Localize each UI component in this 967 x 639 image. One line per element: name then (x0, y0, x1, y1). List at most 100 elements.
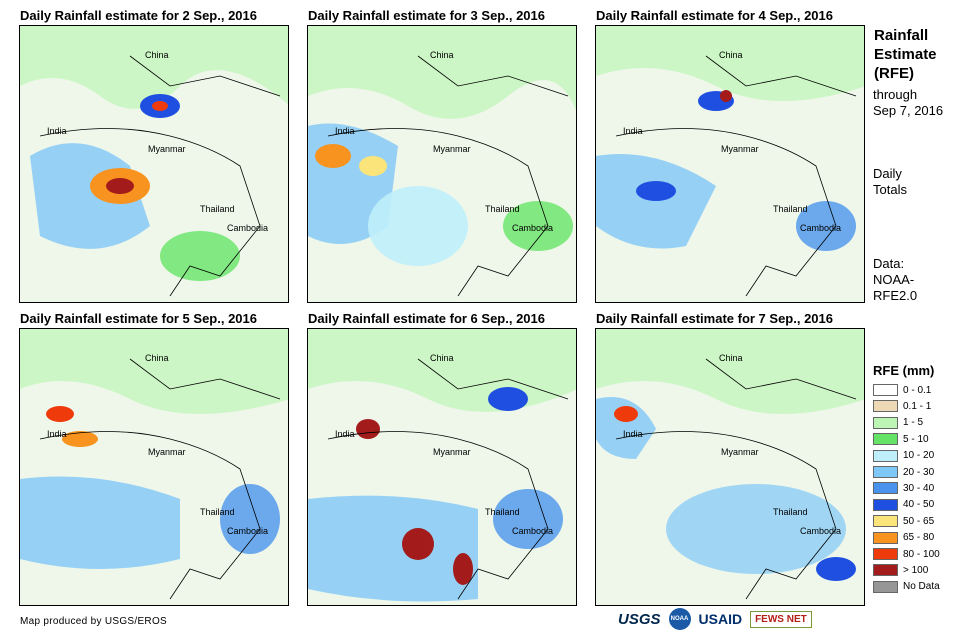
legend-row: 40 - 50 (873, 497, 934, 513)
label-india: India (623, 126, 643, 136)
sidebar-through: through Sep 7, 2016 (873, 87, 943, 119)
label-myanmar: Myanmar (721, 144, 759, 154)
legend-swatch (873, 482, 898, 495)
map-panel-sep-2: China India Myanmar Thailand Cambodia (19, 25, 289, 303)
label-myanmar: Myanmar (148, 144, 186, 154)
fewsnet-logo: FEWS NET (750, 610, 812, 628)
map-panel-sep-7: China India Myanmar Thailand Cambodia (595, 328, 865, 606)
label-india: India (335, 126, 355, 136)
legend-row: 1 - 5 (873, 415, 923, 431)
sidebar-daily-line-1: Daily (873, 166, 902, 181)
noaa-logo: NOAA (668, 608, 691, 630)
legend-swatch (873, 548, 898, 560)
legend-label: 50 - 65 (903, 515, 935, 527)
rainfall-map-sep-4 (596, 26, 864, 302)
legend-row: 30 - 40 (873, 480, 934, 496)
panel-title-sep-2: Daily Rainfall estimate for 2 Sep., 2016 (20, 8, 257, 23)
label-myanmar: Myanmar (433, 144, 471, 154)
rainfall-map-sep-7 (596, 329, 864, 605)
map-panel-sep-4: China India Myanmar Thailand Cambodia (595, 25, 865, 303)
map-panel-sep-6: China India Myanmar Thailand Cambodia (307, 328, 577, 606)
label-myanmar: Myanmar (148, 447, 186, 457)
legend-swatch (873, 400, 898, 413)
legend-row: 5 - 10 (873, 431, 929, 447)
rainfall-map-sep-2 (20, 26, 288, 302)
sidebar-data-line-1: Data: (873, 256, 905, 271)
partner-logos: USGS NOAA USAID FEWS NET (618, 604, 812, 634)
map-panel-sep-5: China India Myanmar Thailand Cambodia (19, 328, 289, 606)
label-india: India (335, 429, 355, 439)
legend-swatch (873, 433, 898, 446)
label-china: China (430, 50, 454, 60)
legend-label: 5 - 10 (903, 433, 929, 445)
label-cambodia: Cambodia (800, 223, 842, 233)
sidebar-through-line-2: Sep 7, 2016 (873, 103, 944, 118)
legend-label: 0 - 0.1 (903, 384, 932, 396)
legend-row: 0 - 0.1 (873, 382, 931, 398)
legend-label: 0.1 - 1 (903, 400, 932, 412)
legend-row: 80 - 100 (873, 546, 940, 562)
legend-label: 80 - 100 (903, 548, 940, 560)
legend-row: > 100 (873, 562, 928, 578)
sidebar-daily-totals: Daily Totals (873, 166, 907, 198)
legend-row: No Data (873, 579, 940, 595)
label-thailand: Thailand (773, 204, 808, 214)
legend-swatch (873, 515, 898, 528)
label-thailand: Thailand (485, 507, 520, 517)
label-thailand: Thailand (200, 507, 235, 517)
label-cambodia: Cambodia (512, 223, 554, 233)
label-india: India (623, 429, 643, 439)
panel-title-sep-5: Daily Rainfall estimate for 5 Sep., 2016 (20, 311, 257, 326)
sidebar-title-line-1: Rainfall (874, 27, 929, 44)
legend-row: 50 - 65 (873, 513, 934, 529)
label-myanmar: Myanmar (721, 447, 759, 457)
label-myanmar: Myanmar (433, 447, 471, 457)
legend-label: 1 - 5 (903, 417, 924, 429)
legend-row: 0.1 - 1 (873, 398, 931, 414)
label-cambodia: Cambodia (227, 223, 269, 233)
label-china: China (145, 353, 169, 363)
label-cambodia: Cambodia (800, 526, 842, 536)
label-thailand: Thailand (485, 204, 520, 214)
legend-swatch (873, 384, 898, 396)
label-cambodia: Cambodia (512, 526, 554, 536)
legend-swatch (873, 531, 898, 544)
legend-label: No Data (903, 581, 940, 593)
label-china: China (430, 353, 454, 363)
map-panel-sep-3: China India Myanmar Thailand Cambodia (307, 25, 577, 303)
legend-label: > 100 (903, 564, 929, 576)
label-thailand: Thailand (773, 507, 808, 517)
legend-label: 10 - 20 (903, 450, 935, 462)
panel-title-sep-3: Daily Rainfall estimate for 3 Sep., 2016 (308, 8, 545, 23)
sidebar-title-line-2: Estimate (874, 46, 937, 63)
usaid-logo: USAID (698, 611, 743, 627)
panel-title-sep-4: Daily Rainfall estimate for 4 Sep., 2016 (596, 8, 833, 23)
legend-swatch (873, 466, 898, 478)
legend-swatch (873, 564, 898, 577)
label-china: China (719, 50, 743, 60)
label-india: India (47, 429, 67, 439)
rainfall-map-sep-6 (308, 329, 576, 605)
label-india: India (47, 126, 67, 136)
noaa-logo-text: NOAA (670, 616, 689, 622)
rainfall-map-sep-3 (308, 26, 576, 302)
legend-row: 20 - 30 (873, 464, 934, 480)
legend-swatch (873, 580, 898, 593)
legend-row: 10 - 20 (873, 448, 934, 464)
legend-swatch (873, 449, 898, 462)
legend-swatch (873, 416, 898, 429)
sidebar-through-line-1: through (873, 87, 918, 102)
legend-label: 65 - 80 (903, 532, 935, 544)
sidebar-data-line-3: RFE2.0 (873, 288, 918, 303)
map-credit: Map produced by USGS/EROS (20, 616, 168, 627)
sidebar-title-line-3: (RFE) (874, 65, 914, 82)
legend-label: 40 - 50 (903, 499, 935, 511)
label-thailand: Thailand (200, 204, 235, 214)
legend-swatch (873, 498, 898, 511)
label-cambodia: Cambodia (227, 526, 269, 536)
label-china: China (145, 50, 169, 60)
legend-title: RFE (mm) (873, 363, 935, 378)
legend-label: 30 - 40 (903, 482, 935, 494)
usgs-logo: USGS (618, 610, 661, 628)
legend-row: 65 - 80 (873, 530, 934, 546)
